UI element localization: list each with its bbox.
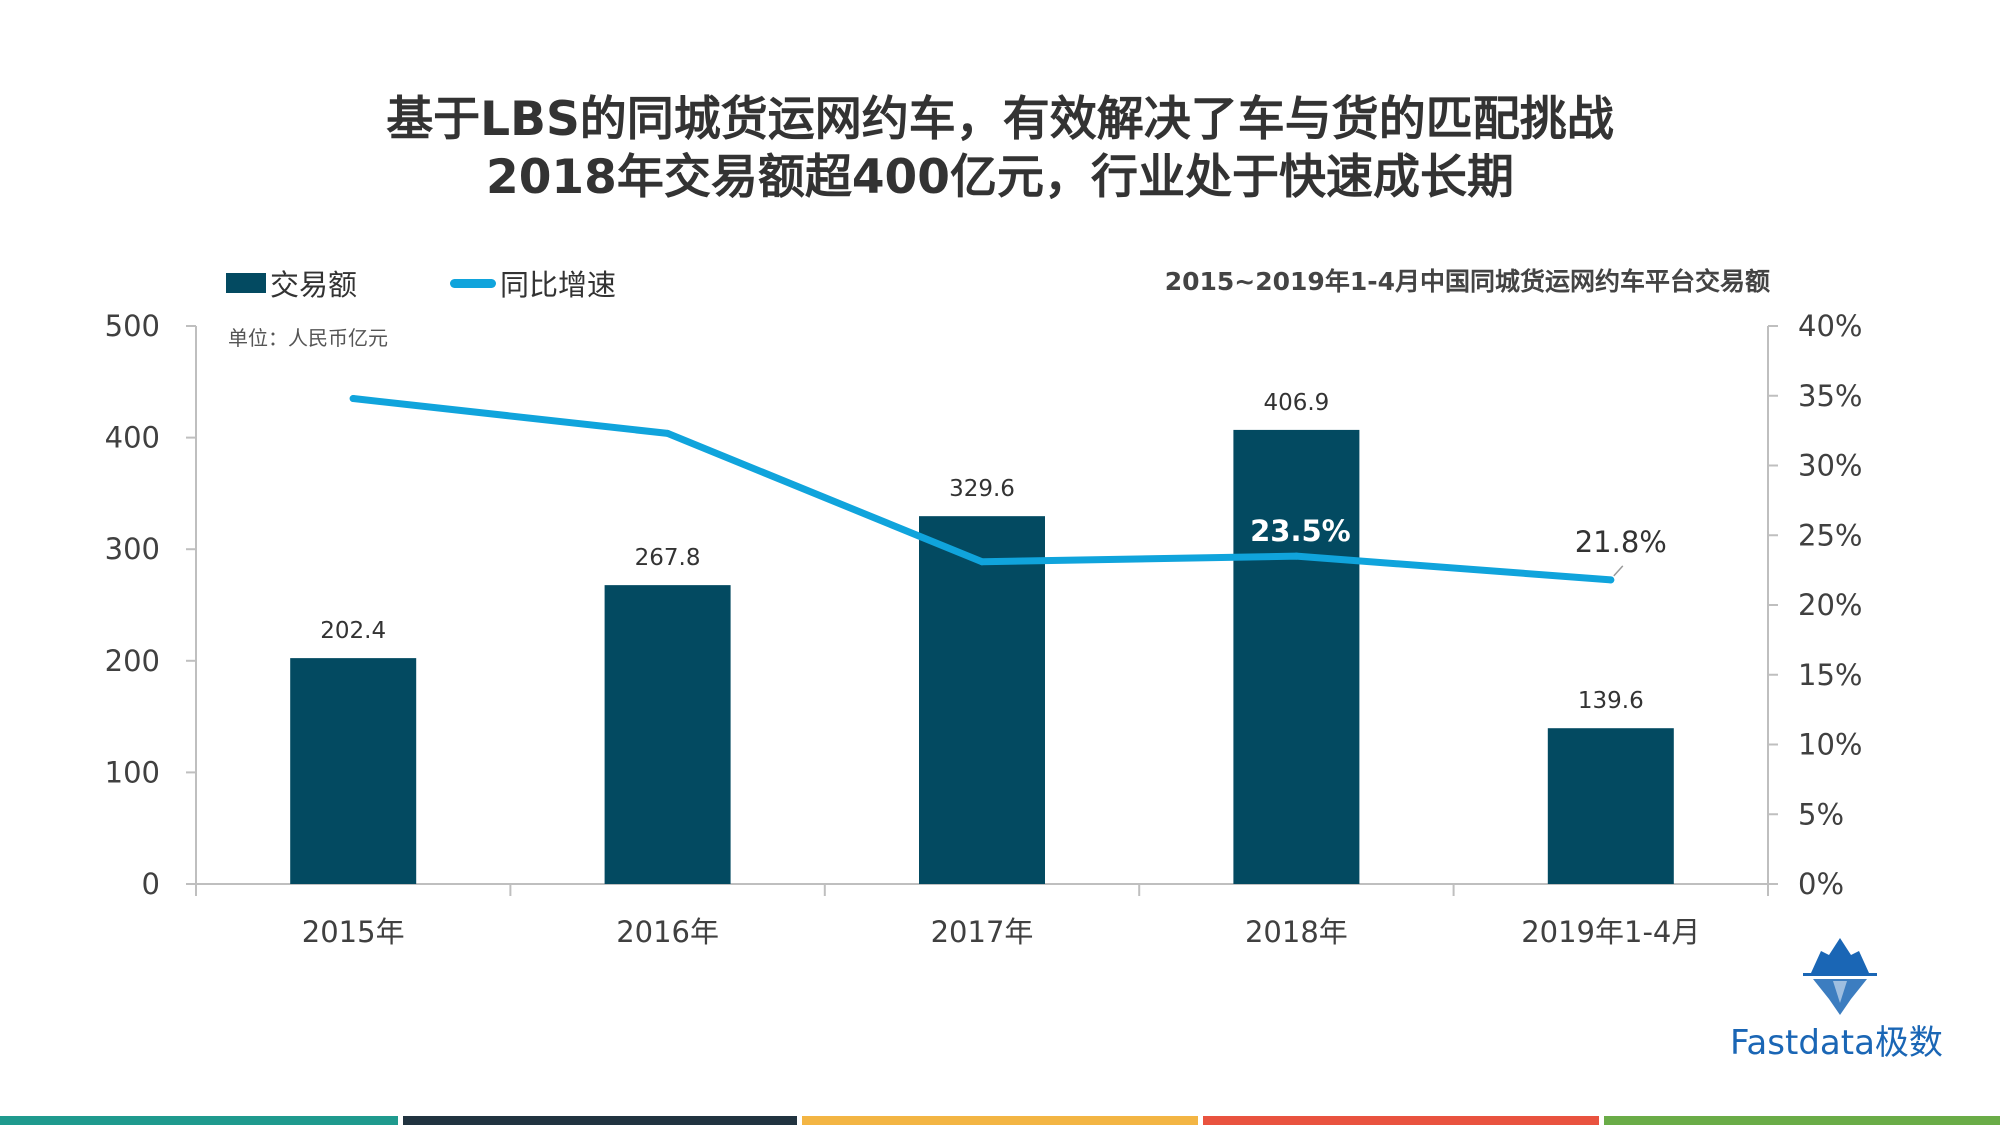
- x-tick-label: 2016年: [616, 915, 719, 949]
- left-tick-label: 0: [142, 867, 160, 901]
- x-tick-label: 2018年: [1245, 915, 1348, 949]
- x-tick-label: 2015年: [302, 915, 405, 949]
- x-tick-label: 2017年: [931, 915, 1034, 949]
- right-tick-label: 25%: [1798, 518, 1862, 552]
- legend-line-swatch: [450, 278, 496, 288]
- strip-segment: [802, 1116, 1198, 1125]
- bar: [1233, 429, 1360, 884]
- strip-segment: [403, 1116, 797, 1125]
- page-title-line-2: 2018年交易额超400亿元，行业处于快速成长期: [486, 150, 1514, 205]
- bar-data-label: 329.6: [949, 476, 1015, 502]
- bar: [290, 658, 417, 884]
- growth-data-label: 23.5%: [1250, 514, 1351, 548]
- right-tick-label: 30%: [1798, 449, 1862, 483]
- bar-data-label: 406.9: [1263, 390, 1329, 416]
- bar-data-label: 139.6: [1578, 688, 1644, 714]
- strip-segment: [0, 1116, 398, 1125]
- right-tick-label: 20%: [1798, 588, 1862, 622]
- right-tick-label: 35%: [1798, 379, 1862, 413]
- left-tick-label: 200: [105, 644, 160, 678]
- strip-segment: [1604, 1116, 2000, 1125]
- legend-item-line: 同比增速: [450, 262, 616, 304]
- iceberg-logo-icon: [1803, 938, 1877, 1015]
- legend-item-bar: 交易额: [226, 262, 357, 304]
- bar: [1547, 728, 1674, 884]
- growth-point: [349, 395, 357, 403]
- page-title-line-1: 基于LBS的同城货运网约车，有效解决了车与货的匹配挑战: [386, 92, 1614, 147]
- bar: [604, 585, 731, 884]
- unit-label: 单位：人民币亿元: [228, 326, 388, 350]
- bar-data-label: 267.8: [635, 545, 701, 571]
- growth-point: [664, 429, 672, 437]
- label-leader-line: [1613, 565, 1624, 577]
- brand: Fastdata极数: [1730, 938, 1943, 1064]
- legend-bar-swatch: [226, 273, 266, 293]
- right-tick-label: 15%: [1798, 658, 1862, 692]
- right-tick-label: 40%: [1798, 309, 1862, 343]
- growth-data-label: 21.8%: [1575, 525, 1667, 559]
- legend-bar-label: 交易额: [270, 268, 358, 302]
- chart-caption: 2015~2019年1-4月中国同城货运网约车平台交易额: [1164, 267, 1770, 296]
- left-tick-label: 300: [105, 532, 160, 566]
- brand-name: Fastdata极数: [1730, 1023, 1943, 1063]
- right-tick-label: 5%: [1798, 797, 1844, 831]
- growth-point: [1292, 552, 1300, 560]
- left-tick-label: 500: [105, 309, 160, 343]
- right-tick-label: 0%: [1798, 867, 1844, 901]
- bar: [919, 516, 1045, 884]
- bar-data-label: 202.4: [320, 618, 386, 644]
- right-tick-label: 10%: [1798, 728, 1862, 762]
- legend-line-label: 同比增速: [500, 268, 617, 302]
- growth-point: [978, 558, 986, 566]
- left-tick-label: 100: [105, 755, 160, 789]
- strip-segment: [1203, 1116, 1599, 1125]
- x-tick-label: 2019年1-4月: [1521, 915, 1700, 949]
- left-tick-label: 400: [105, 421, 160, 455]
- growth-point: [1607, 576, 1615, 584]
- bottom-color-strip: [0, 1116, 2000, 1125]
